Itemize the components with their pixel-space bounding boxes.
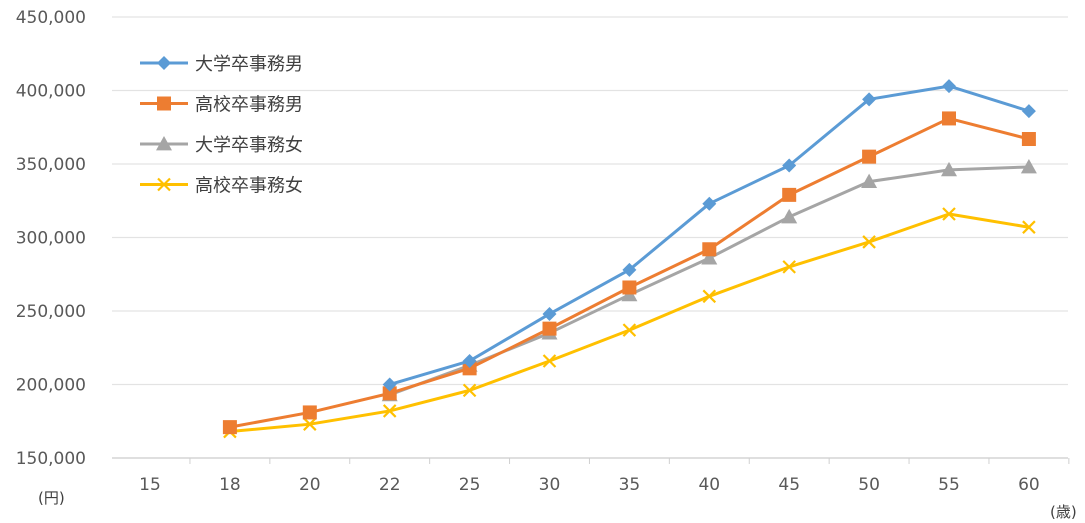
y-axis: 150,000 200,000 250,000 300,000 350,000 400,0… [16,8,86,469]
y-tick-label: 400,000 [16,82,86,102]
gridlines [112,16,1068,459]
x-tick-label: 30 [539,475,561,495]
marker-stroke [622,323,637,337]
data-point [862,149,877,164]
series-lines [222,79,1037,439]
data-point [382,404,397,418]
y-tick-label: 250,000 [16,302,86,322]
data-point [941,161,957,177]
data-point [622,323,637,337]
data-point [1020,158,1037,174]
x-tick-label: 60 [1018,475,1040,495]
x-tick-label: 35 [619,475,641,495]
data-point [702,242,717,257]
series-line [389,84,1030,386]
series-2 [222,111,1036,435]
marker-stroke [303,417,317,431]
legend-item: 高校卒事務女 [140,176,303,197]
legend-label: 大学卒事務男 [195,54,303,75]
series-3 [381,158,1037,402]
marker-stroke [382,404,397,418]
data-point [782,260,796,274]
data-point [1022,220,1036,234]
series-line [229,212,1030,434]
legend-label: 大学卒事務女 [195,135,303,156]
data-point [782,158,797,173]
marker-stroke [862,235,876,249]
data-point [462,361,477,376]
data-point [702,289,717,304]
legend-item: 大学卒事務女 [140,135,303,156]
data-point [702,196,717,211]
series-1 [382,79,1036,392]
legend-marker [156,136,172,151]
data-point [303,417,317,431]
data-point [382,377,397,392]
data-point [542,306,557,321]
data-point [942,111,956,126]
y-tick-label: 300,000 [16,229,86,249]
marker-stroke [702,289,717,304]
marker-stroke [157,177,171,192]
legend-marker [157,96,171,111]
y-tick-label: 150,000 [16,449,86,469]
y-tick-label: 200,000 [16,376,86,396]
x-tick-label: 25 [459,475,481,495]
y-tick-label: 450,000 [16,8,86,28]
x-tick-label: 50 [858,475,880,495]
data-point [302,405,317,420]
legend-label: 高校卒事務男 [195,95,303,116]
y-axis-unit: (円) [38,489,65,507]
x-axis-unit: (歳) [1050,503,1077,521]
x-tick-label: 22 [379,475,401,495]
data-point [1021,104,1036,119]
data-point [862,235,876,249]
x-tick-label: 45 [778,475,800,495]
marker-stroke [1022,220,1036,234]
legend-label: 高校卒事務女 [195,176,303,197]
x-tick-label: 18 [219,475,241,495]
data-point [942,207,956,221]
data-point [462,353,477,368]
legend-item: 高校卒事務男 [140,95,303,116]
marker-stroke [462,383,477,398]
data-point [782,187,797,202]
legend-marker [157,177,171,192]
x-tick-label: 15 [139,475,161,495]
marker-stroke [782,260,796,274]
data-point [542,354,557,368]
x-axis: 15 18 20 22 25 30 35 40 45 50 55 60 [112,457,1070,495]
data-point [862,92,877,107]
x-tick-label: 40 [698,475,720,495]
data-point [382,386,397,401]
legend-item: 大学卒事務男 [140,54,303,75]
marker-stroke [942,207,956,221]
data-point [861,173,878,189]
data-point [1021,132,1036,147]
data-point [781,208,798,224]
data-point [942,79,956,94]
data-point [222,420,237,435]
x-tick-label: 55 [938,475,960,495]
data-point [622,280,637,295]
y-tick-label: 350,000 [16,155,86,175]
x-tick-label: 20 [299,475,321,495]
data-point [462,383,477,398]
legend-marker [157,56,171,70]
data-point [542,321,557,336]
data-point [701,250,718,265]
data-point [622,262,637,277]
marker-stroke [542,354,557,368]
